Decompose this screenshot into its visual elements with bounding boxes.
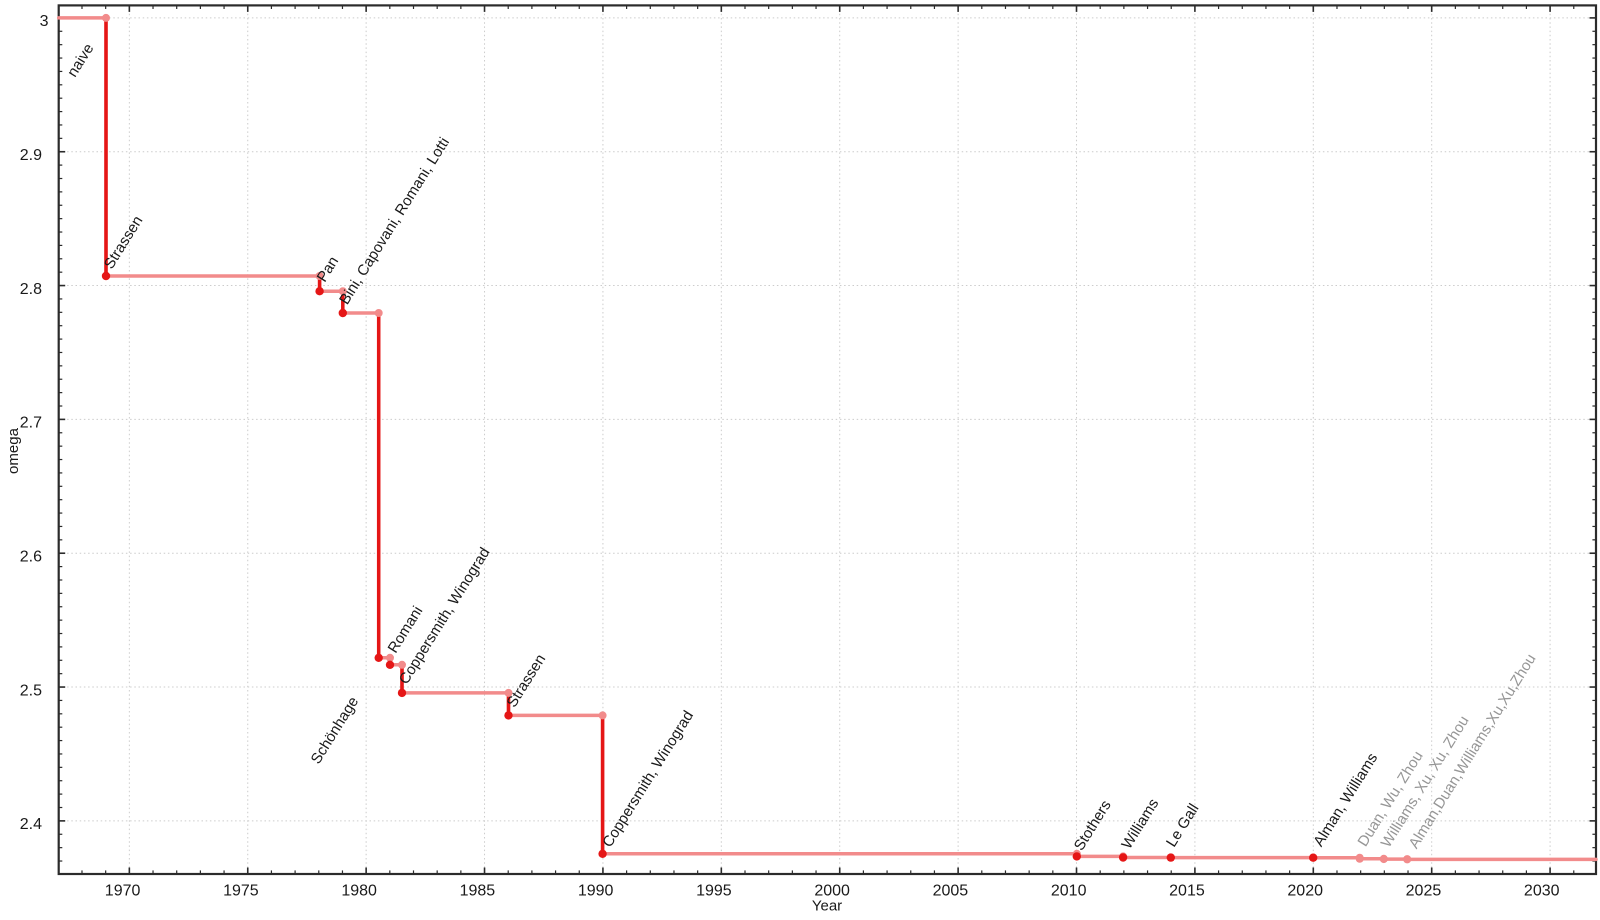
svg-text:2030: 2030: [1524, 883, 1560, 900]
svg-text:1990: 1990: [578, 883, 614, 900]
svg-text:2025: 2025: [1406, 883, 1442, 900]
svg-text:1995: 1995: [696, 883, 732, 900]
svg-text:2020: 2020: [1287, 883, 1323, 900]
svg-text:Year: Year: [812, 898, 842, 915]
svg-text:2.8: 2.8: [20, 281, 42, 298]
svg-text:1985: 1985: [460, 883, 496, 900]
svg-text:1980: 1980: [341, 883, 377, 900]
svg-text:2.9: 2.9: [20, 147, 42, 164]
svg-text:2.7: 2.7: [20, 415, 42, 432]
svg-text:omega: omega: [5, 427, 22, 474]
svg-text:1970: 1970: [105, 883, 141, 900]
svg-text:2.6: 2.6: [20, 549, 42, 566]
svg-text:1975: 1975: [223, 883, 259, 900]
svg-text:2010: 2010: [1051, 883, 1087, 900]
svg-text:2000: 2000: [814, 883, 850, 900]
svg-text:2015: 2015: [1169, 883, 1205, 900]
svg-text:2005: 2005: [933, 883, 969, 900]
svg-text:2.4: 2.4: [20, 816, 42, 833]
svg-text:2.5: 2.5: [20, 682, 42, 699]
svg-text:3: 3: [40, 13, 49, 30]
